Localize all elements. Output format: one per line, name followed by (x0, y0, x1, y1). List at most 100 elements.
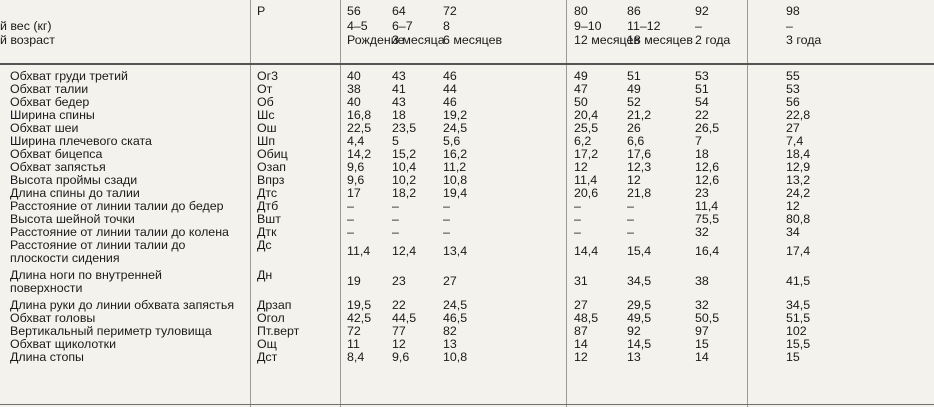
row-code: Дст (257, 350, 278, 364)
row-code: Шс (257, 108, 275, 122)
row-value-cell: – (443, 212, 450, 226)
row-value-cell: 29,5 (627, 298, 652, 312)
row-value-cell: 12,6 (695, 173, 720, 187)
row-value-cell: 12 (627, 173, 641, 187)
row-label: Расстояние от линии талии до (10, 238, 186, 252)
row-code: Обиц (257, 147, 288, 161)
row-value-cell: 10,4 (392, 160, 417, 174)
row-value-cell: 18,4 (786, 147, 811, 161)
row-value-cell: – (574, 199, 581, 213)
row-label: Длина спины до талии (10, 186, 140, 200)
row-value-cell: – (347, 199, 354, 213)
row-value-cell: 22 (695, 108, 709, 122)
row-value-cell: 46,5 (443, 311, 468, 325)
row-value-cell: 14,5 (627, 337, 652, 351)
row-value-cell: – (627, 212, 634, 226)
row-value-cell: 20,6 (574, 186, 599, 200)
row-value-cell: 23 (695, 186, 709, 200)
row-value-cell: 11,4 (574, 173, 598, 187)
header-age-cell: 18 месяцев (627, 33, 693, 47)
row-code: Дтб (257, 199, 279, 213)
row-code: Озап (257, 160, 286, 174)
row-value-cell: 50 (574, 95, 588, 109)
row-value-cell: 18 (392, 108, 406, 122)
row-label: Обхват щиколотки (10, 337, 116, 351)
header-height-cell: 8 (443, 18, 450, 33)
row-label: Ширина плечевого ската (10, 134, 152, 148)
row-value-cell: 11 (347, 337, 360, 351)
header-height-cell: 11–12 (627, 18, 661, 33)
row-code: Шп (257, 134, 276, 148)
row-value-cell: 19,4 (443, 186, 468, 200)
row-value-cell: 12 (574, 350, 588, 364)
row-value-cell: 40 (347, 95, 361, 109)
row-label: Вертикальный периметр туловища (10, 324, 212, 338)
row-value-cell: 38 (695, 274, 709, 288)
header-height-cell: 9–10 (574, 18, 602, 33)
row-label-continuation: поверхности (10, 281, 83, 295)
row-value-cell: 12,3 (627, 160, 652, 174)
row-value-cell: 16,2 (443, 147, 468, 161)
row-label-continuation: плоскости сидения (10, 251, 120, 265)
row-value-cell: 12,6 (695, 160, 720, 174)
row-value-cell: 22 (392, 298, 406, 312)
row-value-cell: 49,5 (627, 311, 652, 325)
row-value-cell: 11,4 (695, 199, 719, 213)
header-code-label: Р (257, 4, 266, 18)
row-code: Дс (257, 238, 272, 252)
row-value-cell: 21,2 (627, 108, 652, 122)
row-code: Пт.верт (257, 324, 300, 338)
row-code: Ош (257, 121, 277, 135)
header-height-cell: 6–7 (392, 18, 413, 33)
row-value-cell: 51 (627, 69, 641, 83)
header-weight-cell: 92 (695, 4, 709, 18)
row-code: Впрз (257, 173, 285, 187)
row-value-cell: 97 (695, 324, 709, 338)
row-value-cell: 14,4 (574, 244, 599, 258)
header-age-cell: 2 года (695, 33, 731, 47)
row-value-cell: 9,6 (392, 350, 410, 364)
row-value-cell: 17,2 (574, 147, 599, 161)
header-height-cell: – (786, 18, 793, 33)
header-age-cell: 12 месяцев (574, 33, 640, 47)
row-value-cell: 13 (627, 350, 641, 364)
row-value-cell: 32 (695, 225, 709, 239)
row-value-cell: 10,8 (443, 350, 468, 364)
column-divider (250, 0, 251, 407)
header-age-cell: Рождение (347, 33, 405, 47)
row-value-cell: 14,2 (347, 147, 372, 161)
row-value-cell: 9,6 (347, 160, 365, 174)
row-value-cell: 77 (392, 324, 406, 338)
row-value-cell: 15 (695, 337, 709, 351)
row-value-cell: 24,2 (786, 186, 811, 200)
row-value-cell: 10,8 (443, 173, 468, 187)
row-label: Длина стопы (10, 350, 84, 364)
row-value-cell: 19,5 (347, 298, 372, 312)
row-label: Длина руки до линии обхвата запястья (10, 298, 235, 312)
row-code: Ощ (257, 337, 277, 351)
row-value-cell: 15,2 (392, 147, 417, 161)
row-value-cell: – (347, 225, 354, 239)
row-label: Обхват головы (10, 311, 96, 325)
row-label: Обхват бедер (10, 95, 90, 109)
row-value-cell: 16,4 (695, 244, 720, 258)
row-value-cell: 54 (695, 95, 709, 109)
row-label: Обхват запястья (10, 160, 106, 174)
row-label: Ширина спины (10, 108, 95, 122)
row-value-cell: 13,4 (443, 244, 468, 258)
row-value-cell: 25,5 (574, 121, 599, 135)
row-value-cell: 19 (347, 274, 361, 288)
row-value-cell: 34,5 (786, 298, 811, 312)
row-value-cell: 48,5 (574, 311, 599, 325)
row-value-cell: 11,4 (347, 244, 371, 258)
row-value-cell: 49 (574, 69, 588, 83)
row-value-cell: 6,6 (627, 134, 645, 148)
row-value-cell: – (627, 199, 634, 213)
row-value-cell: 42,5 (347, 311, 372, 325)
column-divider (566, 0, 567, 407)
row-value-cell: 52 (627, 95, 641, 109)
row-value-cell: – (627, 225, 634, 239)
row-value-cell: 4,4 (347, 134, 365, 148)
row-value-cell: 23,5 (392, 121, 417, 135)
